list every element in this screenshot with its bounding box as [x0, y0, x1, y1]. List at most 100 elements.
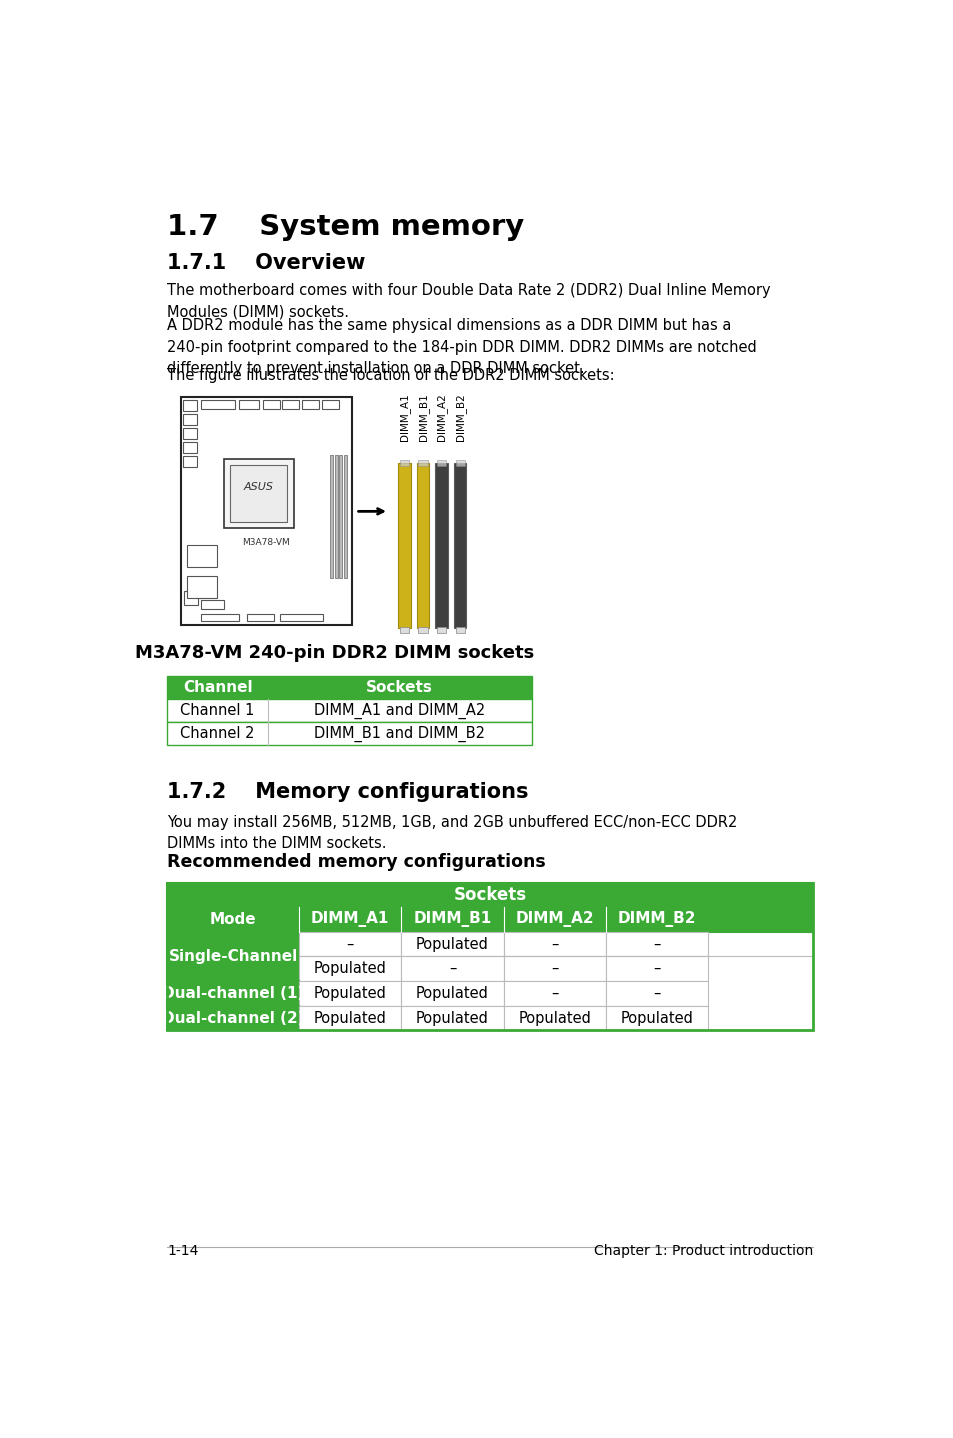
Text: Sockets: Sockets: [453, 886, 526, 905]
Bar: [456, 627, 464, 633]
Text: Sockets: Sockets: [366, 680, 433, 695]
Bar: [418, 627, 427, 633]
Bar: [167, 1005, 298, 1031]
Bar: [397, 463, 410, 628]
Text: The figure illustrates the location of the DDR2 DIMM sockets:: The figure illustrates the location of t…: [167, 368, 615, 383]
Text: DIMM_A2: DIMM_A2: [436, 394, 447, 441]
Bar: [183, 441, 196, 453]
Bar: [239, 400, 258, 408]
Text: DIMM_A2: DIMM_A2: [515, 912, 594, 928]
Text: Populated: Populated: [620, 1011, 693, 1025]
Bar: [167, 883, 812, 1031]
Bar: [200, 600, 224, 610]
Bar: [167, 907, 812, 932]
Bar: [167, 883, 812, 907]
Bar: [399, 627, 409, 633]
Bar: [321, 400, 338, 408]
Text: Channel 1: Channel 1: [180, 703, 254, 719]
Text: DIMM_A1 and DIMM_A2: DIMM_A1 and DIMM_A2: [314, 703, 485, 719]
Text: DIMM_B1: DIMM_B1: [413, 912, 491, 928]
Text: DIMM_A1: DIMM_A1: [398, 394, 410, 441]
Bar: [187, 545, 216, 567]
Text: M3A78-VM: M3A78-VM: [242, 538, 290, 546]
Text: Single-Channel: Single-Channel: [169, 949, 297, 963]
Bar: [224, 459, 294, 528]
Bar: [302, 400, 319, 408]
Bar: [200, 614, 239, 621]
Bar: [605, 932, 707, 956]
Text: Populated: Populated: [314, 1011, 386, 1025]
Bar: [247, 614, 274, 621]
Bar: [262, 400, 279, 408]
Text: ASUS: ASUS: [244, 483, 274, 492]
Bar: [454, 463, 466, 628]
Text: Populated: Populated: [314, 986, 386, 1001]
Bar: [399, 460, 409, 466]
Text: –: –: [346, 936, 354, 952]
Bar: [503, 981, 605, 1005]
Text: M3A78-VM 240-pin DDR2 DIMM sockets: M3A78-VM 240-pin DDR2 DIMM sockets: [135, 644, 534, 661]
Text: Mode: Mode: [210, 912, 256, 928]
Bar: [298, 932, 401, 956]
Bar: [183, 456, 196, 467]
Bar: [416, 463, 429, 628]
Bar: [184, 591, 198, 605]
Text: 1-14: 1-14: [167, 1244, 198, 1258]
Bar: [401, 956, 503, 981]
Bar: [183, 400, 196, 411]
Bar: [436, 460, 446, 466]
Text: Dual-channel (1): Dual-channel (1): [162, 986, 304, 1001]
Bar: [230, 464, 287, 522]
Bar: [456, 460, 464, 466]
Text: Dual-channel (2): Dual-channel (2): [162, 1011, 304, 1025]
Text: Chapter 1: Product introduction: Chapter 1: Product introduction: [593, 1244, 812, 1258]
Bar: [339, 456, 342, 578]
Bar: [167, 676, 531, 699]
Bar: [401, 932, 503, 956]
Bar: [435, 463, 447, 628]
Text: –: –: [551, 961, 558, 976]
Text: 1.7.1    Overview: 1.7.1 Overview: [167, 253, 365, 273]
Bar: [605, 956, 707, 981]
Bar: [200, 400, 235, 408]
Bar: [298, 1005, 401, 1031]
Bar: [280, 614, 323, 621]
Text: 1.7.2    Memory configurations: 1.7.2 Memory configurations: [167, 782, 528, 802]
Text: Populated: Populated: [416, 986, 489, 1001]
Text: –: –: [551, 936, 558, 952]
Bar: [418, 460, 427, 466]
Text: A DDR2 module has the same physical dimensions as a DDR DIMM but has a
240-pin f: A DDR2 module has the same physical dime…: [167, 318, 757, 377]
Bar: [167, 981, 298, 1005]
Bar: [183, 429, 196, 439]
Text: Populated: Populated: [416, 1011, 489, 1025]
Text: DIMM_B1: DIMM_B1: [417, 394, 428, 441]
Bar: [503, 932, 605, 956]
Text: –: –: [653, 986, 660, 1001]
Bar: [335, 456, 337, 578]
Bar: [330, 456, 333, 578]
Bar: [298, 981, 401, 1005]
Bar: [282, 400, 298, 408]
Text: Channel: Channel: [183, 680, 253, 695]
Bar: [298, 956, 401, 981]
Bar: [605, 1005, 707, 1031]
Bar: [167, 932, 298, 981]
Bar: [187, 577, 216, 598]
Text: DIMM_B2: DIMM_B2: [618, 912, 696, 928]
Bar: [344, 456, 347, 578]
Text: 1.7    System memory: 1.7 System memory: [167, 213, 524, 242]
Bar: [401, 981, 503, 1005]
Bar: [167, 699, 531, 722]
Bar: [503, 1005, 605, 1031]
Bar: [605, 981, 707, 1005]
Text: –: –: [653, 936, 660, 952]
Bar: [183, 414, 196, 426]
Bar: [436, 627, 446, 633]
Text: –: –: [551, 986, 558, 1001]
Text: –: –: [448, 961, 456, 976]
Text: Populated: Populated: [517, 1011, 591, 1025]
Bar: [181, 397, 352, 624]
Text: Channel 2: Channel 2: [180, 726, 254, 742]
Bar: [503, 956, 605, 981]
Bar: [167, 722, 531, 745]
